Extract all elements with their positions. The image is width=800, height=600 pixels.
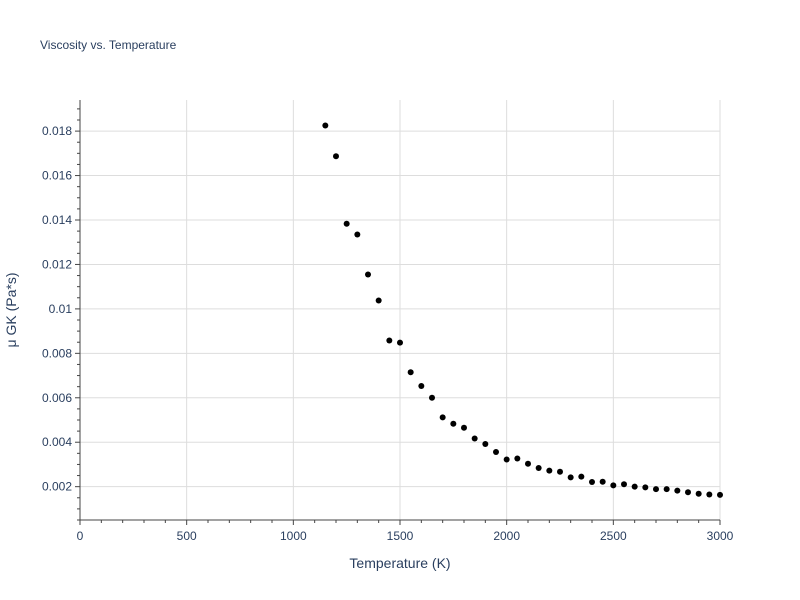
x-tick-label: 2000 <box>493 529 520 543</box>
x-axis-title: Temperature (K) <box>349 555 450 571</box>
x-tick-label: 1500 <box>387 529 414 543</box>
data-point <box>450 420 457 427</box>
data-point <box>525 460 531 467</box>
data-point <box>375 297 382 304</box>
data-point <box>354 231 361 238</box>
data-point <box>567 474 574 481</box>
data-point <box>482 441 489 447</box>
data-point <box>557 468 563 475</box>
y-tick-label: 0.006 <box>42 391 72 405</box>
y-tick-label: 0.002 <box>42 480 72 494</box>
data-point <box>503 456 510 463</box>
data-point <box>439 414 446 421</box>
data-point <box>674 487 681 494</box>
data-point <box>653 486 659 493</box>
data-point <box>663 486 670 493</box>
data-point <box>397 339 403 346</box>
x-tick-label: 0 <box>77 529 84 543</box>
data-point <box>493 449 499 455</box>
data-point <box>471 435 478 442</box>
x-tick-label: 3000 <box>707 529 734 543</box>
y-tick-label: 0.018 <box>42 124 72 138</box>
data-point <box>461 424 467 431</box>
data-point <box>322 122 329 129</box>
data-point <box>407 369 414 376</box>
data-point <box>610 482 617 489</box>
data-point <box>717 491 723 498</box>
data-point <box>599 478 606 485</box>
y-tick-label: 0.012 <box>42 257 72 271</box>
data-point <box>578 473 585 480</box>
y-tick-label: 0.014 <box>42 213 72 227</box>
data-point <box>631 483 638 490</box>
data-point <box>429 394 435 401</box>
data-point <box>535 465 542 471</box>
data-point <box>685 489 691 496</box>
y-tick-label: 0.01 <box>49 302 73 316</box>
chart-title: Viscosity vs. Temperature <box>40 38 177 52</box>
data-point <box>621 481 627 488</box>
y-tick-label: 0.016 <box>42 169 72 183</box>
data-point <box>514 455 521 462</box>
axis-layer: 0 500 1000 1500 2000 2500 3000 0.002 0.004 0.006 0… <box>42 100 734 543</box>
data-point <box>546 467 553 474</box>
data-point <box>642 484 649 491</box>
x-tick-label: 2500 <box>600 529 627 543</box>
y-axis-title: μ GK (Pa*s) <box>3 273 19 348</box>
y-tick-label: 0.004 <box>42 435 72 449</box>
data-point <box>365 271 371 278</box>
data-point <box>343 220 350 227</box>
data-point <box>695 490 702 497</box>
grid-layer <box>80 100 721 520</box>
points-layer <box>322 122 723 498</box>
x-tick-label: 1000 <box>280 529 307 543</box>
x-tick-label: 500 <box>177 529 197 543</box>
data-point <box>418 383 425 389</box>
data-point <box>589 479 595 485</box>
data-point <box>706 491 713 498</box>
data-point <box>333 153 339 160</box>
y-tick-label: 0.008 <box>42 346 72 360</box>
data-point <box>386 337 393 344</box>
